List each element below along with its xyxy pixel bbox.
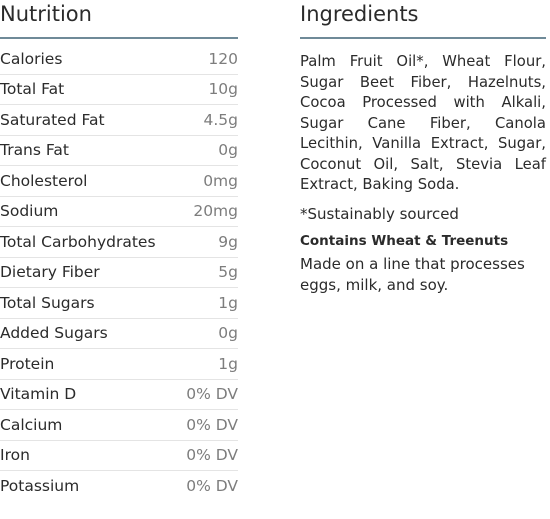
nutrition-rows: Calories 120 Total Fat 10g Saturated Fat 4.… <box>0 44 238 502</box>
nutrition-row: Total Fat 10g <box>0 75 238 105</box>
nutrition-row: Saturated Fat 4.5g <box>0 105 238 136</box>
sustainability-note: *Sustainably sourced <box>300 204 459 223</box>
nutrient-label: Total Carbohydrates <box>0 232 156 251</box>
nutrition-row: Vitamin D 0% DV <box>0 380 238 410</box>
nutrition-row: Iron 0% DV <box>0 441 238 471</box>
nutrient-value: 0g <box>218 141 238 160</box>
nutrition-row: Protein 1g <box>0 349 238 380</box>
nutrient-label: Dietary Fiber <box>0 263 100 282</box>
nutrition-row: Calcium 0% DV <box>0 410 238 441</box>
nutrition-row: Trans Fat 0g <box>0 136 238 166</box>
ingredients-panel: Ingredients Palm Fruit Oil*, Wheat Flour… <box>300 0 546 296</box>
nutrient-value: 4.5g <box>203 110 239 129</box>
nutrient-value: 0% DV <box>186 385 238 404</box>
nutrition-row: Dietary Fiber 5g <box>0 258 238 288</box>
nutrient-value: 0g <box>218 324 238 343</box>
nutrient-value: 0% DV <box>186 415 238 434</box>
nutrition-heading: Nutrition <box>0 2 238 39</box>
nutrient-label: Added Sugars <box>0 324 108 343</box>
nutrient-label: Cholesterol <box>0 171 88 190</box>
nutrition-row: Calories 120 <box>0 44 238 75</box>
nutrient-value: 1g <box>218 354 238 373</box>
nutrient-label: Total Fat <box>0 80 65 99</box>
nutrient-label: Trans Fat <box>0 141 69 160</box>
nutrient-label: Calcium <box>0 415 63 434</box>
nutrient-label: Saturated Fat <box>0 110 105 129</box>
nutrient-label: Protein <box>0 354 55 373</box>
nutrient-label: Sodium <box>0 202 59 221</box>
nutrition-row: Added Sugars 0g <box>0 319 238 349</box>
nutrient-value: 0mg <box>203 171 238 190</box>
nutrient-label: Potassium <box>0 477 80 496</box>
nutrient-value: 5g <box>218 263 238 282</box>
nutrient-value: 0% DV <box>186 446 238 465</box>
nutrition-row: Total Carbohydrates 9g <box>0 227 238 258</box>
nutrient-value: 10g <box>208 80 238 99</box>
ingredients-list: Palm Fruit Oil*, Wheat Flour, Sugar Beet… <box>300 53 546 193</box>
nutrient-value: 1g <box>218 293 238 312</box>
nutrition-row: Cholesterol 0mg <box>0 166 238 197</box>
nutrition-row: Total Sugars 1g <box>0 288 238 319</box>
facility-statement: Made on a line that processes eggs, milk… <box>300 254 525 294</box>
nutrient-label: Vitamin D <box>0 385 77 404</box>
nutrient-label: Iron <box>0 446 30 465</box>
nutrient-label: Calories <box>0 49 63 68</box>
nutrient-value: 0% DV <box>186 477 238 496</box>
allergen-statement: Contains Wheat & Treenuts <box>300 232 509 249</box>
nutrition-panel: Nutrition Calories 120 Total Fat 10g Satur… <box>0 0 238 502</box>
nutrition-row: Potassium 0% DV <box>0 471 238 502</box>
nutrition-row: Sodium 20mg <box>0 197 238 227</box>
nutrient-value: 120 <box>208 49 238 68</box>
nutrient-label: Total Sugars <box>0 293 95 312</box>
ingredients-heading: Ingredients <box>300 2 546 39</box>
nutrient-value: 9g <box>218 232 238 251</box>
nutrient-value: 20mg <box>193 202 238 221</box>
